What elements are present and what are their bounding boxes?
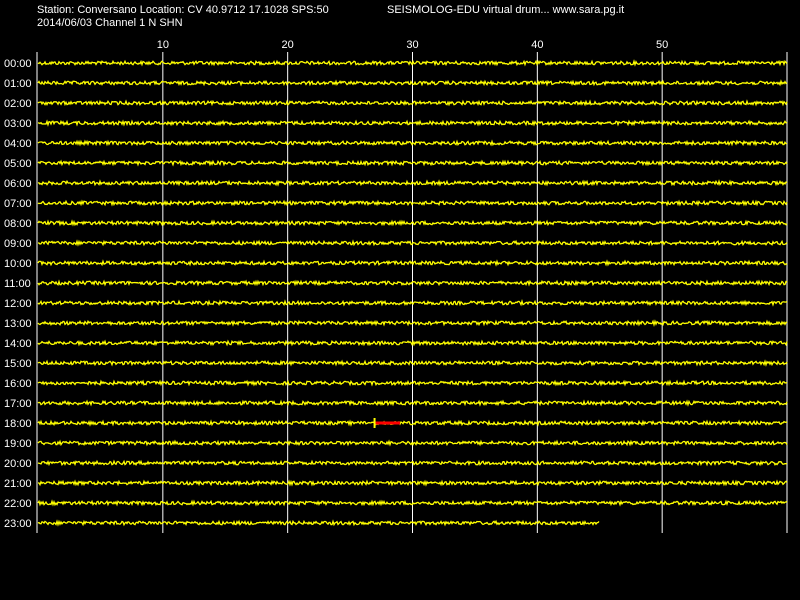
- trace-21:00: [37, 479, 788, 487]
- trace-16:00: [37, 379, 788, 387]
- events: [373, 418, 401, 428]
- x-tick-label: 20: [282, 39, 294, 51]
- trace-13:00: [37, 319, 788, 328]
- x-tick-label: 50: [656, 39, 668, 51]
- x-tick-label: 30: [406, 39, 418, 51]
- trace-07:00: [37, 199, 788, 207]
- grid: [36, 52, 788, 533]
- row-label: 23:00: [4, 518, 32, 530]
- trace-17:00: [37, 399, 788, 407]
- trace-05:00: [37, 159, 788, 167]
- trace-09:00: [38, 239, 788, 247]
- trace-08:00: [37, 219, 788, 227]
- row-label: 03:00: [4, 118, 32, 130]
- trace-04:00: [37, 139, 787, 147]
- station-info: Station: Conversano Location: CV 40.9712…: [37, 4, 329, 16]
- trace-18:00: [37, 419, 788, 427]
- trace-03:00: [37, 119, 788, 127]
- row-label: 13:00: [4, 318, 32, 330]
- row-label: 19:00: [4, 438, 32, 450]
- trace-12:00: [37, 299, 788, 307]
- row-label: 10:00: [4, 258, 32, 270]
- row-label: 07:00: [4, 198, 32, 210]
- traces: [37, 59, 788, 527]
- labels: 10 20 30 40 50 00:00 01:00 02:00 03:00 04:00 05:00…: [4, 39, 668, 530]
- trace-23:00: [37, 519, 600, 527]
- app-title: SEISMOLOG-EDU virtual drum... www.sara.p…: [387, 4, 625, 16]
- row-label: 00:00: [4, 58, 32, 70]
- trace-06:00: [37, 179, 788, 187]
- x-tick-label: 10: [157, 39, 169, 51]
- row-label: 02:00: [4, 98, 32, 110]
- date-channel-info: 2014/06/03 Channel 1 N SHN: [37, 17, 183, 29]
- row-label: 09:00: [4, 238, 32, 250]
- row-label: 16:00: [4, 378, 32, 390]
- row-label: 21:00: [4, 478, 32, 490]
- trace-00:00: [37, 59, 788, 67]
- row-label: 15:00: [4, 358, 32, 370]
- row-label: 14:00: [4, 338, 32, 350]
- trace-19:00: [37, 439, 788, 447]
- trace-14:00: [37, 339, 788, 347]
- trace-10:00: [37, 259, 788, 267]
- row-label: 08:00: [4, 218, 32, 230]
- row-label: 05:00: [4, 158, 32, 170]
- trace-02:00: [37, 99, 788, 107]
- row-label: 11:00: [4, 278, 31, 290]
- trace-11:00: [37, 279, 788, 287]
- x-tick-label: 40: [531, 39, 543, 51]
- row-label: 06:00: [4, 178, 32, 190]
- row-label: 22:00: [4, 498, 32, 510]
- trace-22:00: [37, 499, 788, 507]
- row-label: 18:00: [4, 418, 32, 430]
- row-label: 12:00: [4, 298, 32, 310]
- row-label: 20:00: [4, 458, 32, 470]
- row-label: 04:00: [4, 138, 32, 150]
- row-label: 01:00: [4, 78, 32, 90]
- trace-20:00: [37, 459, 788, 467]
- trace-15:00: [37, 359, 788, 367]
- trace-01:00: [37, 79, 788, 87]
- row-label: 17:00: [4, 398, 32, 410]
